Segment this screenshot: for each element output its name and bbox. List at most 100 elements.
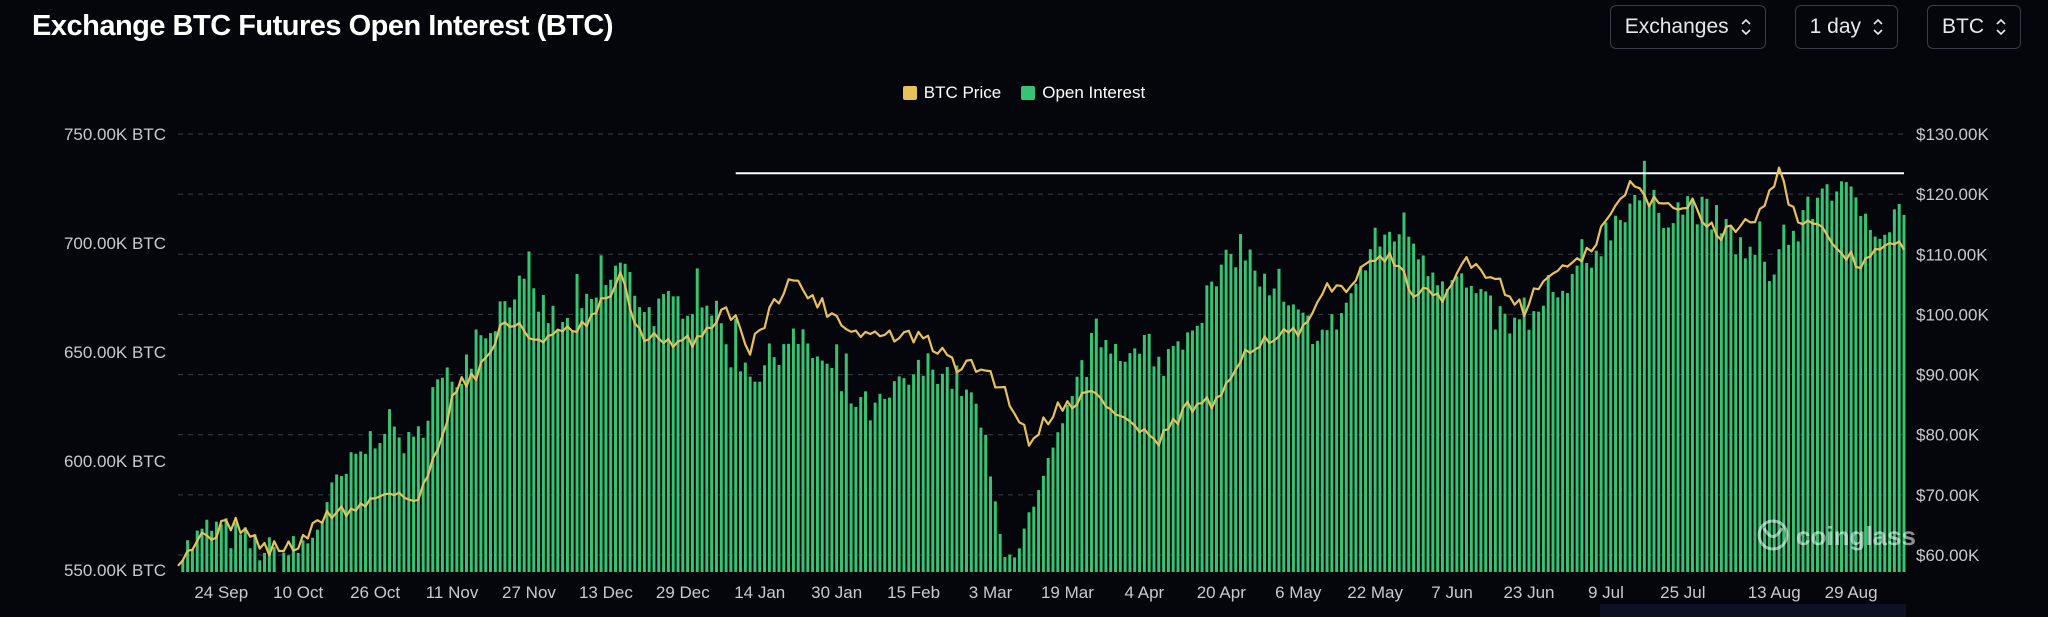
open-interest-bar[interactable] — [743, 362, 747, 572]
open-interest-bar[interactable] — [1811, 218, 1815, 572]
open-interest-bar[interactable] — [984, 434, 988, 572]
open-interest-bar[interactable] — [1700, 196, 1704, 572]
open-interest-bar[interactable] — [657, 298, 661, 572]
open-interest-bar[interactable] — [1378, 246, 1382, 573]
open-interest-bar[interactable] — [1210, 281, 1214, 572]
open-interest-bar[interactable] — [1041, 475, 1045, 572]
open-interest-bar[interactable] — [517, 275, 521, 572]
open-interest-bar[interactable] — [825, 363, 829, 572]
open-interest-bar[interactable] — [296, 552, 300, 572]
open-interest-bar[interactable] — [676, 296, 680, 572]
open-interest-bar[interactable] — [1349, 293, 1353, 572]
open-interest-bar[interactable] — [1623, 222, 1627, 572]
open-interest-bar[interactable] — [868, 420, 872, 572]
open-interest-bar[interactable] — [974, 403, 978, 572]
open-interest-bar[interactable] — [681, 318, 685, 572]
open-interest-bar[interactable] — [1840, 181, 1843, 572]
open-interest-bar[interactable] — [902, 378, 906, 572]
open-interest-bar[interactable] — [1301, 312, 1305, 572]
open-interest-bar[interactable] — [633, 295, 637, 572]
open-interest-bar[interactable] — [219, 524, 223, 572]
open-interest-bar[interactable] — [541, 295, 545, 572]
open-interest-bar[interactable] — [1013, 557, 1017, 572]
open-interest-bar[interactable] — [1450, 280, 1454, 572]
open-interest-bar[interactable] — [445, 367, 449, 572]
open-interest-bar[interactable] — [1580, 239, 1584, 572]
open-interest-bar[interactable] — [1051, 447, 1055, 572]
open-interest-bar[interactable] — [1315, 340, 1319, 572]
open-interest-bar[interactable] — [1508, 333, 1512, 572]
open-interest-bar[interactable] — [565, 317, 569, 572]
open-interest-bar[interactable] — [1493, 329, 1497, 572]
open-interest-bar[interactable] — [460, 383, 464, 572]
open-interest-bar[interactable] — [248, 548, 252, 572]
open-interest-bar[interactable] — [1114, 343, 1118, 572]
open-interest-bar[interactable] — [200, 528, 204, 572]
open-interest-bar[interactable] — [1219, 264, 1223, 572]
open-interest-bar[interactable] — [950, 388, 954, 572]
open-interest-bar[interactable] — [1565, 293, 1569, 572]
legend-item-btc-price[interactable]: BTC Price — [902, 83, 1001, 103]
open-interest-bar[interactable] — [1224, 249, 1228, 572]
open-interest-bar[interactable] — [1282, 301, 1286, 572]
open-interest-bar[interactable] — [1902, 214, 1906, 573]
open-interest-bar[interactable] — [1075, 376, 1079, 572]
open-interest-bar[interactable] — [614, 265, 617, 572]
open-interest-bar[interactable] — [1657, 212, 1661, 572]
open-interest-bar[interactable] — [287, 555, 291, 572]
open-interest-bar[interactable] — [1364, 270, 1368, 572]
open-interest-bar[interactable] — [354, 453, 358, 572]
open-interest-bar[interactable] — [989, 476, 993, 572]
open-interest-bar[interactable] — [359, 451, 363, 572]
open-interest-bar[interactable] — [806, 343, 810, 572]
open-interest-bar[interactable] — [397, 437, 401, 572]
open-interest-bar[interactable] — [1056, 432, 1060, 572]
open-interest-bar[interactable] — [993, 501, 997, 572]
open-interest-bar[interactable] — [364, 453, 367, 572]
open-interest-bar[interactable] — [301, 540, 305, 572]
open-interest-bar[interactable] — [1556, 297, 1560, 572]
open-interest-bar[interactable] — [599, 255, 603, 572]
open-interest-bar[interactable] — [1652, 189, 1656, 572]
open-interest-bar[interactable] — [705, 305, 709, 572]
open-interest-bar[interactable] — [1537, 311, 1541, 572]
open-interest-bar[interactable] — [344, 473, 348, 572]
open-interest-bar[interactable] — [224, 518, 228, 572]
open-interest-bar[interactable] — [532, 288, 536, 572]
open-interest-bar[interactable] — [859, 397, 863, 572]
open-interest-bar[interactable] — [604, 285, 608, 572]
open-interest-bar[interactable] — [1335, 329, 1339, 573]
open-interest-bar[interactable] — [484, 338, 488, 572]
open-interest-bar[interactable] — [926, 353, 930, 572]
open-interest-bar[interactable] — [1469, 285, 1473, 572]
open-interest-bar[interactable] — [1748, 246, 1752, 572]
open-interest-bar[interactable] — [960, 396, 964, 572]
open-interest-bar[interactable] — [734, 318, 738, 572]
open-interest-bar[interactable] — [1340, 313, 1343, 572]
open-interest-bar[interactable] — [335, 474, 339, 573]
open-interest-bar[interactable] — [1642, 160, 1646, 572]
open-interest-bar[interactable] — [330, 482, 334, 572]
open-interest-bar[interactable] — [503, 301, 507, 572]
open-interest-bar[interactable] — [440, 377, 444, 572]
open-interest-bar[interactable] — [1037, 490, 1041, 572]
open-interest-bar[interactable] — [1729, 225, 1733, 572]
open-interest-bar[interactable] — [1373, 227, 1377, 572]
open-interest-bar[interactable] — [421, 437, 425, 572]
open-interest-bar[interactable] — [1609, 240, 1613, 572]
open-interest-bar[interactable] — [1647, 205, 1651, 572]
open-interest-bar[interactable] — [291, 536, 295, 572]
open-interest-bar[interactable] — [1715, 205, 1718, 572]
open-interest-bar[interactable] — [647, 307, 651, 572]
open-interest-bar[interactable] — [1003, 556, 1007, 572]
open-interest-bar[interactable] — [1229, 254, 1233, 572]
open-interest-bar[interactable] — [455, 387, 459, 572]
open-interest-bar[interactable] — [1214, 286, 1218, 572]
open-interest-bar[interactable] — [489, 333, 492, 572]
open-interest-bar[interactable] — [1061, 423, 1065, 572]
open-interest-bar[interactable] — [1743, 258, 1747, 572]
open-interest-bar[interactable] — [1604, 222, 1608, 573]
open-interest-bar[interactable] — [801, 329, 805, 572]
open-interest-bar[interactable] — [642, 312, 646, 572]
open-interest-bar[interactable] — [1128, 353, 1132, 572]
